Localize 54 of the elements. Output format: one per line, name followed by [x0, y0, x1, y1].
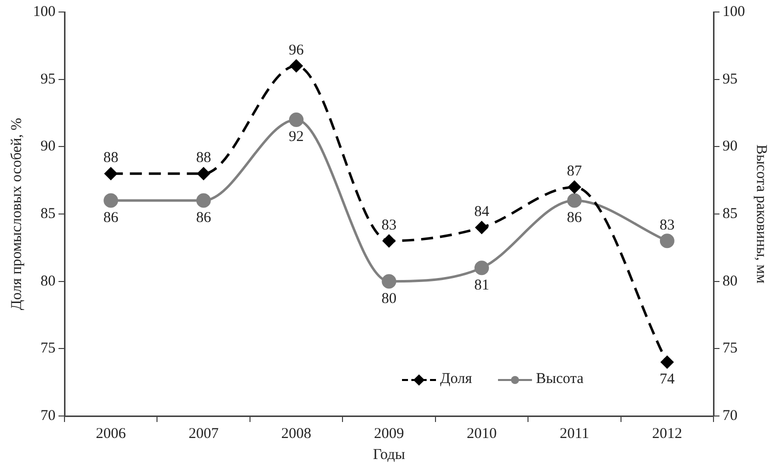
legend-label: Доля: [440, 371, 472, 388]
x-tick-label: 2012: [652, 426, 682, 442]
y2-tick-label: 90: [722, 138, 738, 155]
y-tick-label: 100: [33, 4, 56, 20]
point: [104, 167, 118, 180]
point: [197, 167, 210, 180]
y2-tick-label: 75: [722, 340, 738, 357]
point: [382, 234, 396, 248]
point: [474, 260, 489, 276]
y-axis-title: Доля промысловых особей, %: [8, 118, 25, 310]
x-tick-label: 2009: [374, 426, 404, 442]
point: [568, 180, 581, 194]
y2-axis-title: Высота раковины, мм: [753, 144, 770, 284]
data-label: 86: [196, 210, 212, 226]
y2-tick-label: 70: [722, 408, 738, 424]
data-label: 80: [382, 290, 396, 307]
point: [475, 221, 488, 234]
data-label: 87: [566, 164, 582, 180]
y2-tick-label: 100: [722, 4, 745, 20]
data-label: 81: [474, 277, 490, 294]
point: [104, 193, 118, 208]
data-label: 83: [660, 217, 675, 234]
data-label: 88: [103, 150, 118, 166]
data-label: 83: [382, 217, 396, 234]
point: [289, 112, 304, 127]
y-tick-label: 85: [40, 206, 56, 222]
point: [290, 60, 303, 72]
x-tick-label: 2011: [560, 426, 590, 442]
data-label: 92: [288, 129, 304, 146]
x-axis-title: Годы: [372, 446, 406, 463]
y2-tick-label: 85: [722, 206, 738, 222]
point: [660, 356, 674, 368]
y2-tick-label: 95: [722, 71, 738, 88]
y-tick-label: 90: [40, 138, 56, 155]
point: [567, 193, 582, 208]
data-label: 86: [566, 210, 582, 226]
x-tick-label: 2006: [96, 426, 126, 442]
point: [660, 234, 674, 248]
data-label: 74: [660, 372, 676, 388]
data-label: 86: [103, 210, 119, 226]
x-tick-label: 2010: [466, 426, 497, 442]
point: [196, 193, 211, 208]
data-label: 96: [288, 42, 304, 58]
y-tick-label: 75: [40, 340, 56, 357]
x-tick-label: 2007: [188, 426, 220, 442]
y2-tick-label: 80: [722, 273, 738, 290]
y-tick-label: 95: [40, 71, 56, 88]
x-tick-label: 2008: [281, 426, 312, 442]
point: [382, 274, 396, 289]
legend-label: Высота: [536, 371, 584, 388]
y-tick-label: 80: [40, 273, 56, 290]
data-label: 84: [474, 204, 490, 220]
y-tick-label: 70: [40, 408, 56, 424]
data-label: 88: [196, 150, 212, 166]
